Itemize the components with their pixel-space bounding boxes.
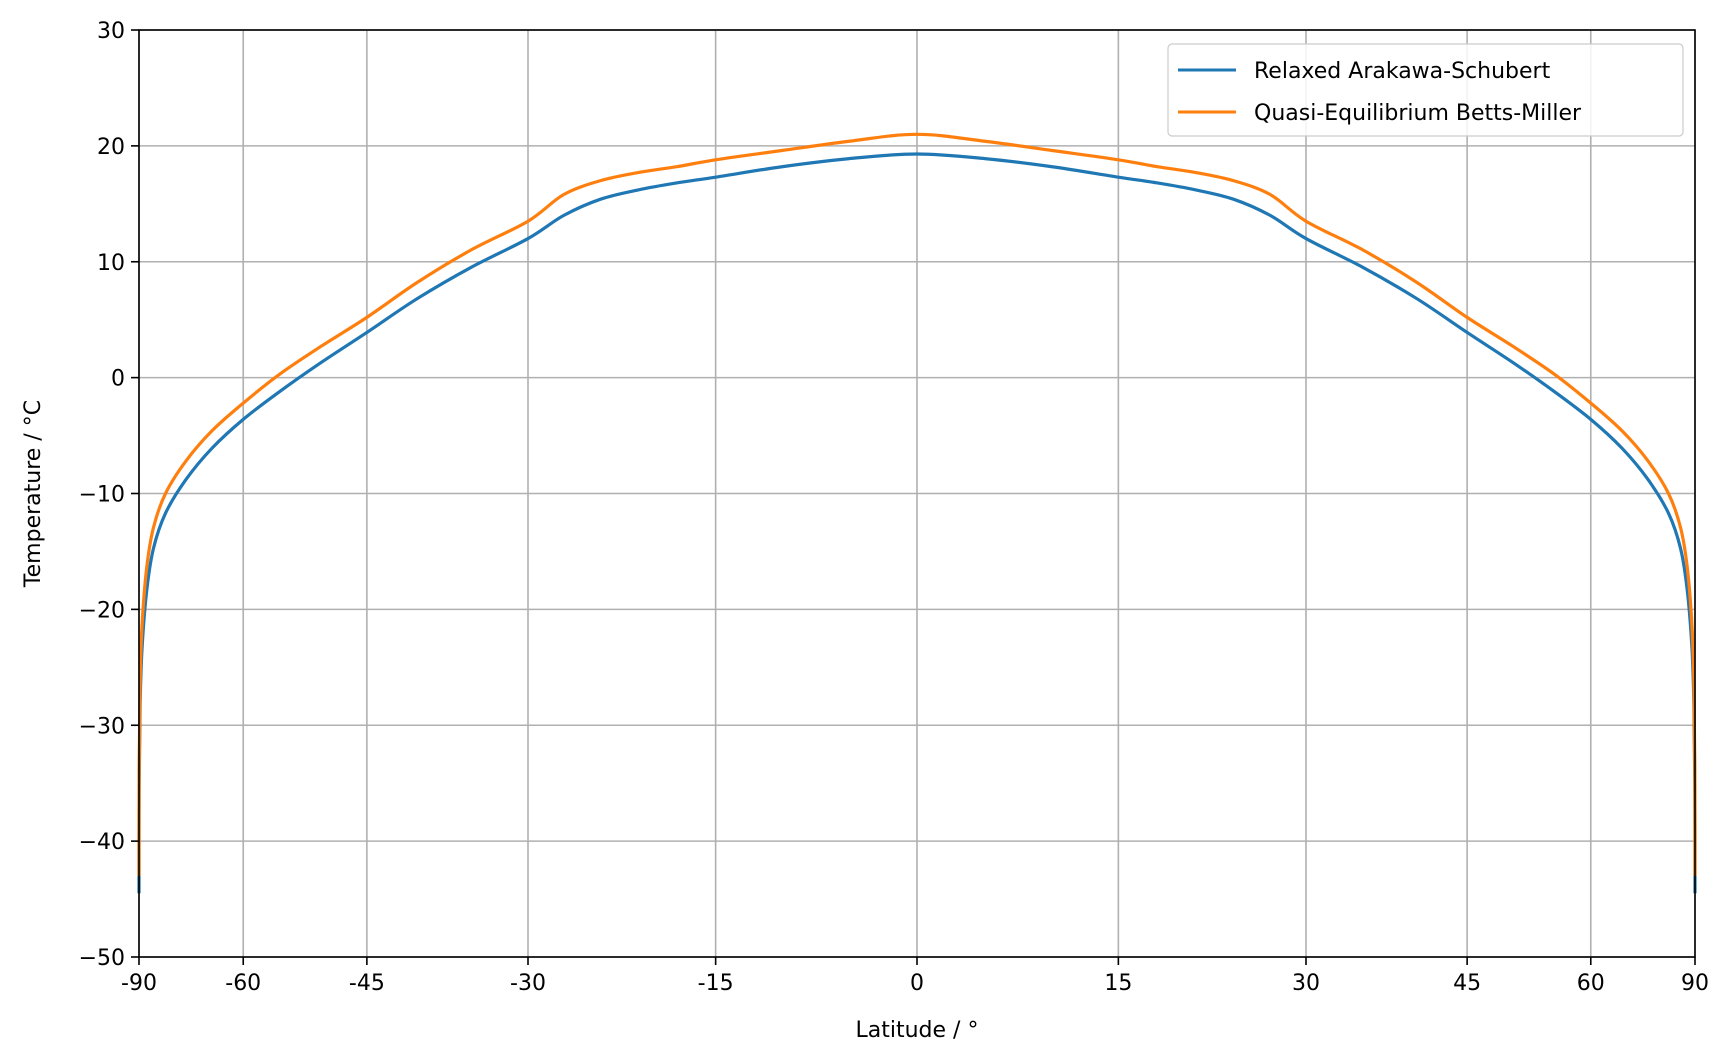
y-tick-label: 10 (97, 251, 125, 276)
y-tick-label: 30 (97, 19, 125, 44)
x-tick-label: 15 (1104, 971, 1132, 996)
y-tick-label: −10 (79, 483, 125, 508)
legend-box (1167, 43, 1684, 137)
legend: Relaxed Arakawa-Schubert Quasi-Equilibri… (1167, 43, 1684, 137)
x-tick-label: -90 (121, 971, 157, 996)
y-tick-label: −50 (79, 946, 125, 971)
x-tick-label: -15 (698, 971, 734, 996)
x-axis-label: Latitude / ° (856, 1018, 979, 1043)
x-tick-label: 45 (1453, 971, 1481, 996)
series-lines (137, 132, 1697, 894)
x-tick-label: -45 (349, 971, 385, 996)
y-axis-label: Temperature / °C (21, 400, 46, 588)
x-tick-label: 90 (1681, 971, 1709, 996)
series-line-quasi-equilibrium-betts-miller (137, 132, 1697, 876)
x-tick-label: 0 (910, 971, 924, 996)
x-tick-label: -60 (225, 971, 261, 996)
legend-label-quasi-equilibrium-betts-miller: Quasi-Equilibrium Betts-Miller (1254, 101, 1582, 126)
series-line-relaxed-arakawa-schubert (137, 152, 1697, 894)
y-tick-label: −20 (79, 598, 125, 623)
y-tick-label: −30 (79, 714, 125, 739)
x-tick-label: 60 (1577, 971, 1605, 996)
y-tick-label: 0 (111, 367, 125, 392)
y-tick-label: 20 (97, 135, 125, 160)
x-tick-label: 30 (1292, 971, 1320, 996)
axis-ticks: -90 -60 -45 -30 -15 0 15 30 45 60 90 −50 −40 −30 −20 −1… (79, 19, 1709, 996)
y-tick-label: −40 (79, 830, 125, 855)
x-tick-label: -30 (510, 971, 546, 996)
legend-label-relaxed-arakawa-schubert: Relaxed Arakawa-Schubert (1254, 59, 1551, 84)
